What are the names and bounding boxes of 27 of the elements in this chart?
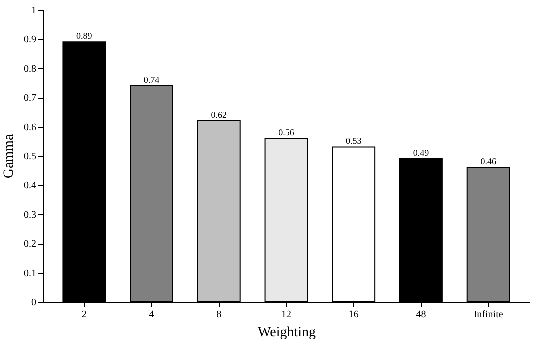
x-tick-label: 8 xyxy=(216,310,222,320)
x-tick-label: 16 xyxy=(348,310,359,320)
x-tick-label: Infinite xyxy=(474,310,504,320)
x-tick-label: 2 xyxy=(82,310,87,320)
data-label: 0.62 xyxy=(211,110,228,120)
y-tick-label: 0.3 xyxy=(24,210,36,221)
y-tick-label: 0.1 xyxy=(24,268,36,280)
y-tick-label: 1 xyxy=(32,6,36,16)
y-tick-label: 0.5 xyxy=(24,152,36,162)
x-tick-label: 48 xyxy=(416,310,426,320)
data-label: 0.56 xyxy=(278,127,295,138)
data-label: 0.53 xyxy=(346,136,362,146)
y-tick-label: 0.2 xyxy=(24,239,36,250)
x-tick-label: 12 xyxy=(282,310,292,320)
y-tick-label: 0.8 xyxy=(24,64,36,75)
x-tick-label: 4 xyxy=(149,310,154,320)
x-axis-title: Weighting xyxy=(258,326,316,340)
data-label: 0.89 xyxy=(76,31,93,42)
y-axis-title: Gamma xyxy=(2,134,17,179)
data-label: 0.46 xyxy=(480,156,497,167)
y-tick-label: 0.9 xyxy=(24,34,36,46)
y-tick-label: 0 xyxy=(32,298,36,308)
y-tick-label: 0.4 xyxy=(24,180,36,192)
data-label: 0.74 xyxy=(144,74,160,85)
y-tick-label: 0.7 xyxy=(24,93,36,104)
y-tick-label: 0.6 xyxy=(24,122,36,134)
data-label: 0.49 xyxy=(413,148,430,158)
